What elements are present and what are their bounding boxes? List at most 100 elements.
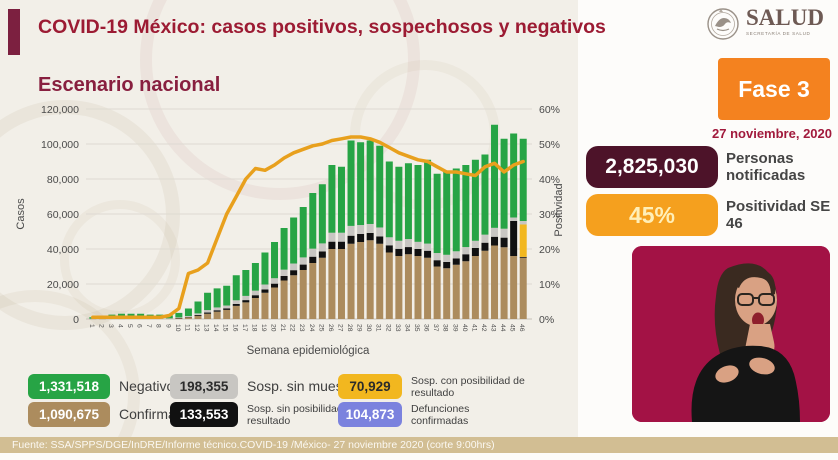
- svg-text:25: 25: [317, 324, 324, 332]
- interpreter-figure: [632, 246, 830, 422]
- svg-text:11: 11: [183, 324, 190, 331]
- svg-text:27: 27: [337, 324, 344, 332]
- svg-text:60%: 60%: [539, 104, 560, 116]
- source-footer-bar: Fuente: SSA/SPPS/DGE/InDRE/Informe técni…: [0, 437, 838, 453]
- svg-text:0: 0: [73, 314, 79, 326]
- svg-text:10: 10: [174, 324, 181, 332]
- legend-sosp-con-posibilidad: 70,929 Sosp. con posibilidad de resultad…: [338, 374, 536, 399]
- svg-text:31: 31: [375, 324, 382, 332]
- svg-text:10%: 10%: [539, 279, 560, 291]
- page-title: COVID-19 México: casos positivos, sospec…: [38, 16, 606, 38]
- personas-notificadas-label: Personas notificadas: [726, 149, 806, 184]
- svg-text:23: 23: [298, 324, 305, 332]
- svg-text:40%: 40%: [539, 174, 560, 186]
- svg-text:15: 15: [222, 324, 229, 332]
- logo-subtitle: SECRETARÍA DE SALUD: [746, 31, 811, 36]
- stat-personas-notificadas: 2,825,030 Personas notificadas: [586, 146, 834, 188]
- svg-text:20: 20: [270, 324, 277, 332]
- svg-text:24: 24: [308, 324, 315, 332]
- legend-sosp-sin-posibilidad: 133,553 Sosp. sin posibilidad de resulta…: [170, 402, 372, 427]
- eagle-emblem-icon: [705, 6, 741, 49]
- svg-text:4: 4: [117, 324, 124, 328]
- stat-positividad: 45% Positividad SE 46: [586, 194, 834, 236]
- sosp-sin-muestra-value: 198,355: [170, 374, 238, 399]
- svg-text:80,000: 80,000: [47, 174, 79, 186]
- positividad-value: 45%: [586, 194, 718, 236]
- svg-text:33: 33: [394, 324, 401, 332]
- svg-text:46: 46: [518, 324, 525, 332]
- svg-text:29: 29: [356, 324, 363, 332]
- section-title: Escenario nacional: [38, 74, 221, 96]
- svg-text:32: 32: [384, 324, 391, 332]
- svg-text:39: 39: [451, 324, 458, 332]
- legend-negativos: 1,331,518 Negativos: [28, 374, 181, 399]
- svg-text:42: 42: [480, 324, 487, 332]
- svg-text:50%: 50%: [539, 139, 560, 151]
- svg-text:21: 21: [279, 324, 286, 332]
- svg-text:20,000: 20,000: [47, 279, 79, 291]
- svg-text:36: 36: [423, 324, 430, 332]
- svg-text:0%: 0%: [539, 314, 554, 326]
- phase-badge: Fase 3: [718, 58, 830, 120]
- svg-text:38: 38: [442, 324, 449, 332]
- epidemic-week-chart: 0 0% 20,000 10% 40,000 20% 60,000 30% 80,000 40% 1…: [15, 104, 565, 357]
- svg-text:7: 7: [145, 324, 152, 328]
- svg-text:3: 3: [107, 324, 114, 328]
- svg-text:16: 16: [231, 324, 238, 332]
- positividad-label: Positividad SE 46: [726, 197, 831, 232]
- svg-text:30: 30: [365, 324, 372, 332]
- svg-text:20%: 20%: [539, 244, 560, 256]
- confirmados-value: 1,090,675: [28, 402, 110, 427]
- svg-text:34: 34: [403, 324, 410, 332]
- svg-text:17: 17: [241, 324, 248, 332]
- svg-text:Semana epidemiológica: Semana epidemiológica: [247, 345, 370, 357]
- sosp-sin-posibilidad-value: 133,553: [170, 402, 238, 427]
- svg-text:44: 44: [499, 324, 506, 332]
- svg-text:1: 1: [88, 324, 95, 328]
- bottom-strip: [0, 453, 838, 460]
- defunciones-value: 104,873: [338, 402, 402, 427]
- legend-defunciones: 104,873 Defunciones confirmadas: [338, 402, 506, 427]
- svg-text:28: 28: [346, 324, 353, 332]
- legend-sosp-sin-muestra: 198,355 Sosp. sin muestra: [170, 374, 359, 399]
- report-date: 27 noviembre, 2020: [712, 126, 832, 141]
- svg-text:43: 43: [490, 324, 497, 332]
- logo-text: SALUD SECRETARÍA DE SALUD: [746, 6, 824, 36]
- svg-text:37: 37: [432, 324, 439, 332]
- svg-text:6: 6: [136, 324, 143, 328]
- svg-text:5: 5: [126, 324, 133, 328]
- header-accent-bar: [8, 9, 20, 55]
- svg-text:40: 40: [461, 324, 468, 332]
- negativos-value: 1,331,518: [28, 374, 110, 399]
- logo-name: SALUD: [746, 5, 824, 30]
- svg-text:40,000: 40,000: [47, 244, 79, 256]
- svg-text:22: 22: [289, 324, 296, 332]
- svg-text:Casos: Casos: [15, 198, 27, 230]
- svg-text:18: 18: [250, 324, 257, 332]
- sosp-con-posibilidad-value: 70,929: [338, 374, 402, 399]
- svg-text:2: 2: [97, 324, 104, 328]
- svg-text:14: 14: [212, 324, 219, 332]
- svg-text:9: 9: [164, 324, 171, 328]
- defunciones-label: Defunciones confirmadas: [411, 403, 470, 428]
- svg-text:30%: 30%: [539, 209, 560, 221]
- svg-text:19: 19: [260, 324, 267, 332]
- svg-text:13: 13: [203, 324, 210, 332]
- sign-language-interpreter-video: [632, 246, 830, 422]
- sosp-sin-posibilidad-label: Sosp. sin posibilidad de resultado: [247, 403, 358, 428]
- svg-text:60,000: 60,000: [47, 209, 79, 221]
- negativos-label: Negativos: [119, 378, 182, 394]
- sosp-con-posibilidad-label: Sosp. con posibilidad de resultado: [411, 375, 525, 400]
- svg-text:26: 26: [327, 324, 334, 332]
- sosp-sin-muestra-label: Sosp. sin muestra: [247, 378, 360, 394]
- svg-text:45: 45: [509, 324, 516, 332]
- svg-text:35: 35: [413, 324, 420, 332]
- svg-text:Positividad: Positividad: [553, 183, 565, 236]
- svg-text:120,000: 120,000: [41, 104, 79, 116]
- source-text: Fuente: SSA/SPPS/DGE/InDRE/Informe técni…: [12, 439, 495, 451]
- personas-notificadas-value: 2,825,030: [586, 146, 718, 188]
- svg-text:12: 12: [193, 324, 200, 332]
- salud-logo: SALUD SECRETARÍA DE SALUD: [705, 6, 830, 49]
- svg-text:100,000: 100,000: [41, 139, 79, 151]
